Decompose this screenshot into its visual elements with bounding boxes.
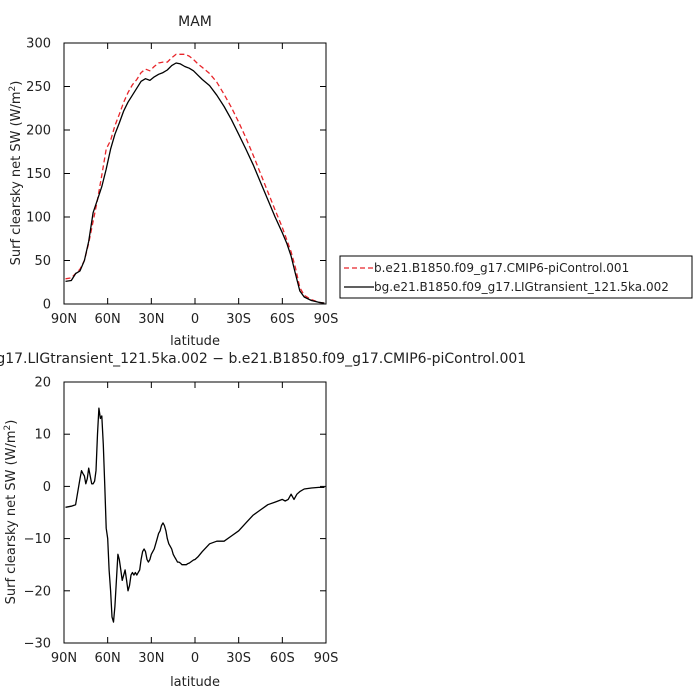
bottom-chart-title: bg.e21.B1850.f09_g17.LIGtransient_121.5k… [0,351,526,367]
top-series-line-1 [65,62,325,304]
top-x-tick-label: 60N [95,312,121,327]
top-plot-frame [63,42,327,305]
bottom-y-tick-label: −20 [24,584,51,599]
top-y-tick-label: 150 [26,167,51,182]
bottom-x-tick-label: 60N [95,651,121,666]
bottom-x-tick-label: 90N [51,651,77,666]
top-y-tick-label: 250 [26,80,51,95]
panel-bottom: bg.e21.B1850.f09_g17.LIGtransient_121.5k… [0,351,526,690]
top-series-line-0 [65,53,325,304]
top-x-tick-label: 90S [314,312,339,327]
top-x-tick-label: 60S [270,312,295,327]
legend-label-ligtransient: bg.e21.B1850.f09_g17.LIGtransient_121.5k… [374,280,669,294]
top-x-axis-label: latitude [170,334,220,349]
top-y-tick-label: 300 [26,37,51,52]
bottom-x-tick-label: 60S [270,651,295,666]
top-x-tick-label: 30N [138,312,164,327]
bottom-plot-frame [63,381,327,644]
bottom-x-tick-label: 30N [138,651,164,666]
top-y-tick-label: 200 [26,124,51,139]
bottom-y-tick-label: 20 [34,376,51,391]
bottom-x-tick-label: 90S [314,651,339,666]
bottom-series-line-0 [65,407,325,623]
top-y-tick-label: 100 [26,211,51,226]
bottom-y-tick-label: −30 [24,637,51,652]
bottom-y-tick-label: −10 [24,532,51,547]
top-chart-title: MAM [178,14,212,30]
top-y-tick-label: 50 [34,254,51,269]
top-x-tick-label: 0 [191,312,199,327]
bottom-y-tick-label: 0 [43,480,51,495]
top-plot-area: 90N 60N 30N 0 30S 60S 90S 0 50 100 150 200 250 300 [26,37,338,328]
top-y-tick-label: 0 [43,298,51,313]
top-y-axis-label: Surf clearsky net SW (W/m2) [8,81,24,266]
bottom-y-tick-label: 10 [34,428,51,443]
top-x-tick-label: 90N [51,312,77,327]
legend: b.e21.B1850.f09_g17.CMIP6-piControl.001 … [339,255,693,299]
bottom-x-axis-label: latitude [170,675,220,690]
bottom-x-tick-label: 0 [191,651,199,666]
legend-label-picontrol: b.e21.B1850.f09_g17.CMIP6-piControl.001 [374,261,629,275]
bottom-plot-area: 90N 60N 30N 0 30S 60S 90S −30 −20 −10 0 10 20 [24,376,339,667]
panel-top: MAM 90N 60N 30N 0 30S 60S 90S 0 50 100 150 200 250 30… [8,14,338,349]
bottom-y-axis-label: Surf clearsky net SW (W/m2) [3,420,19,605]
bottom-x-tick-label: 30S [226,651,251,666]
top-x-tick-label: 30S [226,312,251,327]
legend-box [339,255,693,299]
